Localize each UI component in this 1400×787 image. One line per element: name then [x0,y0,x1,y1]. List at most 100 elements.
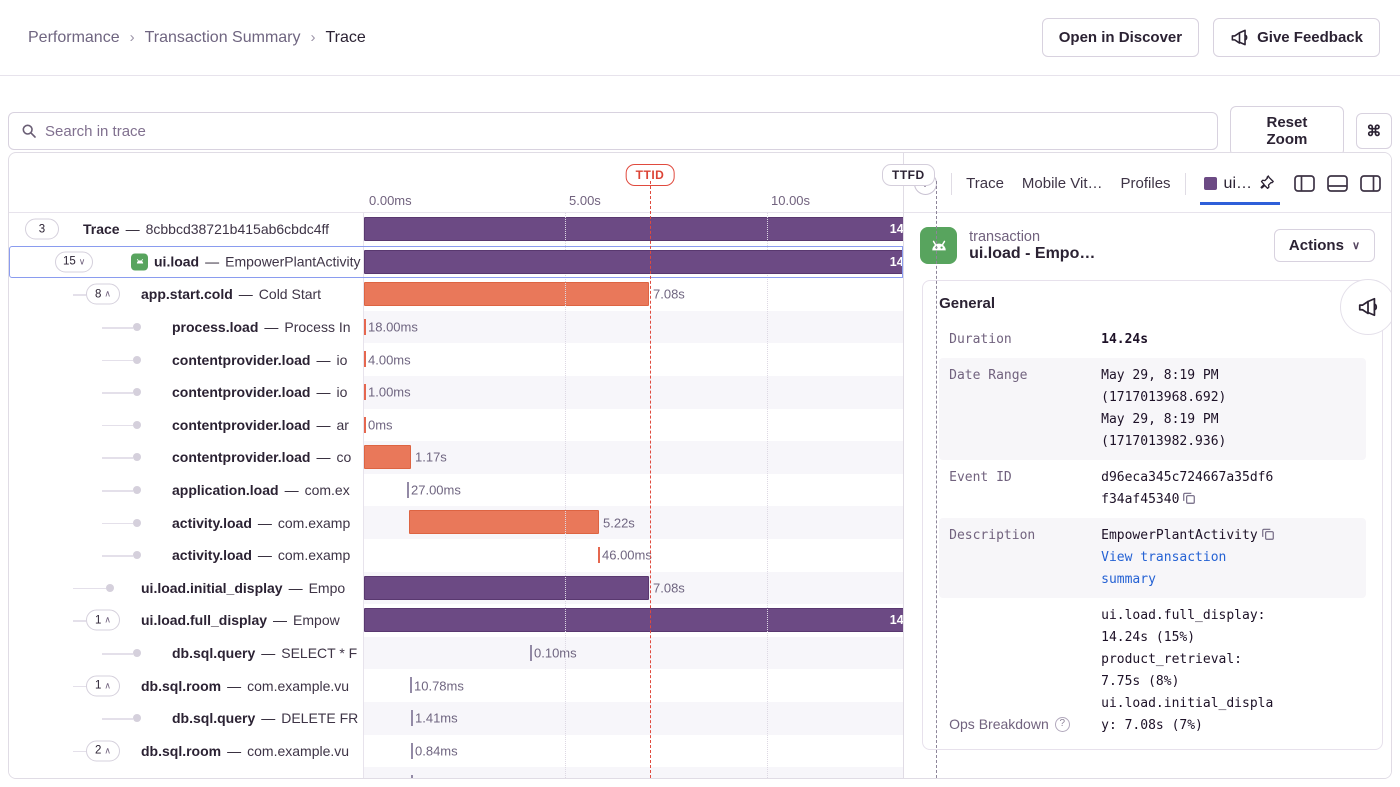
trace-span-row[interactable]: 2 ∧ db.sql.room — com.example.vu 0.84ms [9,734,903,768]
give-feedback-button[interactable]: Give Feedback [1213,18,1380,57]
command-icon: ⌘ [1366,123,1382,140]
span-count-badge[interactable]: 8 ∧ [86,283,120,305]
general-field-row: Duration 14.24s [939,322,1366,358]
span-duration-tick[interactable] [364,383,366,400]
span-duration-bar[interactable] [364,282,649,307]
drawer-tab-mobile-vit-[interactable]: Mobile Vit… [1021,175,1103,192]
span-duration-tick[interactable] [407,481,409,498]
span-duration-tick[interactable] [530,644,532,661]
span-tree-cell: 2 ∧ db.sql.room — com.example.vu [9,734,364,768]
breadcrumb-item[interactable]: Performance [28,28,120,46]
panel-left-layout-icon[interactable] [1294,175,1315,192]
copy-icon[interactable] [1261,527,1275,541]
chevron-icon: ∧ [104,288,111,299]
breadcrumb-item[interactable]: Trace [325,28,366,46]
span-duration-cell[interactable]: 5.22s [364,506,904,539]
trace-span-row[interactable]: contentprovider.load — ar 0ms [9,408,903,442]
breadcrumb-separator: › [310,29,316,46]
span-duration-cell[interactable]: 14.24s [364,246,904,279]
trace-span-row[interactable]: 15∨ ui.load — EmpowerPlantActivity 14.24… [9,245,904,279]
actions-button[interactable]: Actions ∨ [1273,229,1375,262]
span-duration-cell[interactable]: 18.00ms [364,310,904,344]
span-duration-cell[interactable]: 0.10ms [364,636,904,670]
span-duration-cell[interactable]: 7.08s [364,571,904,605]
span-duration-tick[interactable] [411,742,413,759]
tree-connector [73,750,86,753]
view-transaction-summary-link[interactable]: summary [1101,572,1156,587]
trace-span-row[interactable]: process.load — Process In 18.00ms [9,310,904,344]
trace-span-row[interactable]: 8 ∧ app.start.cold — Cold Start 7.08s [9,278,903,311]
trace-span-row[interactable]: application.load — com.ex 27.00ms [9,473,903,507]
span-duration-bar[interactable]: 14.24s [364,608,904,633]
span-duration-cell[interactable]: 1.41ms [364,701,904,735]
panel-right-layout-icon[interactable] [1360,175,1381,192]
span-duration-tick[interactable] [598,546,600,563]
shortcut-command-button[interactable]: ⌘ [1355,113,1392,149]
trace-span-row[interactable]: db.sql.query — INSERT OR 2.79ms [9,767,904,778]
search-box[interactable] [8,112,1218,150]
span-duration-bar[interactable]: 14.24s [364,217,904,241]
span-duration-cell[interactable]: 7.08s [364,278,903,311]
trace-span-row[interactable]: activity.load — com.examp 46.00ms [9,538,903,572]
span-description: SELECT * F [281,645,358,662]
span-duration-cell[interactable]: 2.79ms [364,767,904,778]
span-duration-cell[interactable]: 1.00ms [364,375,904,409]
copy-icon[interactable] [1182,491,1196,505]
span-duration-bar[interactable]: 14.24s [364,249,904,274]
span-count-badge[interactable]: 15 ∨ [55,251,94,273]
pin-icon[interactable] [1259,175,1276,192]
trace-span-row[interactable]: activity.load — com.examp 5.22s [9,506,904,539]
feedback-megaphone-button[interactable] [1340,279,1391,335]
span-duration-cell[interactable]: 14.24s [364,213,904,246]
span-duration-cell[interactable]: 0ms [364,409,903,442]
duration-label: 14.24s [889,222,904,236]
span-duration-tick[interactable] [411,775,413,778]
view-transaction-summary-link[interactable]: View transaction [1101,550,1227,565]
span-duration-tick[interactable] [364,351,366,368]
span-duration-bar[interactable] [364,445,411,470]
span-duration-cell[interactable]: 0.84ms [364,735,903,768]
trace-span-row[interactable]: 1∧ ui.load.full_display — Empow 14.24s [9,604,904,637]
trace-span-row[interactable]: contentprovider.load — co 1.17s [9,441,904,474]
span-duration-bar[interactable] [364,575,649,600]
span-count-badge[interactable]: 1 ∧ [86,675,120,697]
span-duration-cell[interactable]: 4.00ms [364,343,903,376]
ttid-badge[interactable]: TTID [625,164,675,186]
reset-zoom-button[interactable]: Reset Zoom [1230,106,1344,156]
drawer-tab-trace[interactable]: Trace [966,175,1004,192]
span-duration-tick[interactable] [410,677,412,694]
span-description: io [336,351,348,368]
trace-span-row[interactable]: 3 Trace — 8cbbcd38721b415ab6cbdc4ff 14.2… [9,213,904,246]
tab-transaction-detail[interactable]: ui… [1199,175,1280,205]
span-count-badge[interactable]: 2 ∧ [86,740,120,762]
open-in-discover-button[interactable]: Open in Discover [1041,18,1200,57]
trace-span-row[interactable]: db.sql.query — SELECT * F 0.10ms [9,636,904,670]
drawer-tab-profiles[interactable]: Profiles [1120,175,1171,192]
duration-label: 7.08s [653,286,685,302]
trace-span-row[interactable]: db.sql.query — DELETE FR 1.41ms [9,701,904,735]
help-icon[interactable]: ? [1054,716,1070,732]
span-count-badge[interactable]: 3 [25,218,59,240]
trace-span-row[interactable]: 1 ∧ db.sql.room — com.example.vu 10.78ms [9,669,903,702]
span-duration-cell[interactable]: 10.78ms [364,669,903,702]
trace-span-row[interactable]: contentprovider.load — io 1.00ms [9,375,904,409]
breadcrumb-item[interactable]: Transaction Summary [144,28,301,46]
span-op: ui.load.full_display [141,612,268,629]
span-count-badge[interactable]: 1 ∧ [86,609,120,631]
span-duration-tick[interactable] [364,416,366,433]
span-duration-tick[interactable] [411,709,413,726]
divider [951,172,953,195]
span-tree-cell: 1 ∧ db.sql.room — com.example.vu [9,669,364,702]
span-duration-cell[interactable]: 14.24s [364,604,904,637]
ttfd-badge[interactable]: TTFD [882,164,935,186]
span-duration-tick[interactable] [364,318,366,335]
trace-span-row[interactable]: ui.load.initial_display — Empo 7.08s [9,571,904,605]
span-duration-cell[interactable]: 1.17s [364,441,904,474]
span-op: contentprovider.load [172,384,311,401]
span-duration-cell[interactable]: 27.00ms [364,474,903,507]
trace-span-row[interactable]: contentprovider.load — io 4.00ms [9,343,903,376]
search-input[interactable] [45,122,1205,140]
span-duration-bar[interactable] [409,510,599,535]
span-duration-cell[interactable]: 46.00ms [364,539,903,572]
panel-bottom-layout-icon[interactable] [1327,175,1348,192]
